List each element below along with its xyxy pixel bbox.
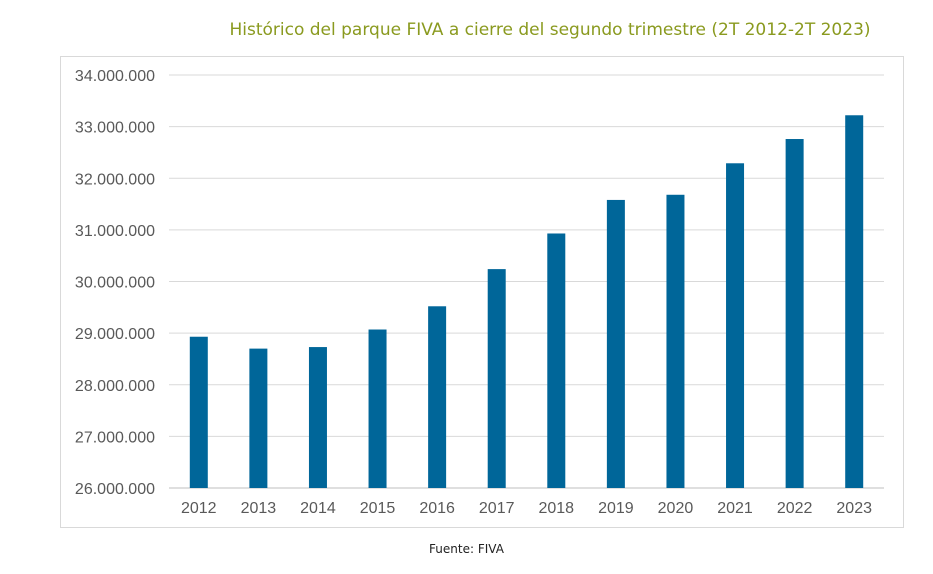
- y-tick-label: 30.000.000: [75, 275, 155, 292]
- bar-2023: [845, 115, 864, 488]
- x-tick-label: 2013: [241, 500, 277, 517]
- x-tick-label: 2017: [479, 500, 515, 517]
- bar-2016: [428, 306, 447, 488]
- bar-2019: [606, 199, 625, 488]
- bar-2012: [189, 336, 208, 488]
- x-tick-label: 2022: [777, 500, 813, 517]
- y-tick-label: 27.000.000: [75, 429, 155, 446]
- y-tick-label: 31.000.000: [75, 223, 155, 240]
- x-tick-label: 2016: [419, 500, 455, 517]
- y-tick-label: 33.000.000: [75, 120, 155, 137]
- x-tick-label: 2015: [360, 500, 396, 517]
- bar-2015: [368, 329, 387, 488]
- x-tick-label: 2018: [538, 500, 574, 517]
- bar-2021: [726, 163, 745, 488]
- bar-2017: [487, 269, 506, 488]
- x-tick-label: 2012: [181, 500, 217, 517]
- source-note: Fuente: FIVA: [429, 542, 504, 556]
- x-tick-label: 2023: [836, 500, 872, 517]
- y-tick-label: 29.000.000: [75, 326, 155, 343]
- y-tick-label: 34.000.000: [75, 68, 155, 85]
- x-tick-label: 2014: [300, 500, 336, 517]
- x-tick-label: 2019: [598, 500, 634, 517]
- y-tick-label: 26.000.000: [75, 481, 155, 498]
- y-tick-label: 32.000.000: [75, 171, 155, 188]
- bar-2018: [547, 233, 566, 488]
- bar-2013: [249, 348, 268, 488]
- bar-2020: [666, 194, 685, 488]
- bar-2014: [308, 347, 327, 488]
- x-tick-label: 2021: [717, 500, 753, 517]
- y-tick-label: 28.000.000: [75, 378, 155, 395]
- bar-2022: [785, 139, 804, 488]
- x-tick-label: 2020: [658, 500, 694, 517]
- chart-title: Histórico del parque FIVA a cierre del s…: [229, 20, 871, 40]
